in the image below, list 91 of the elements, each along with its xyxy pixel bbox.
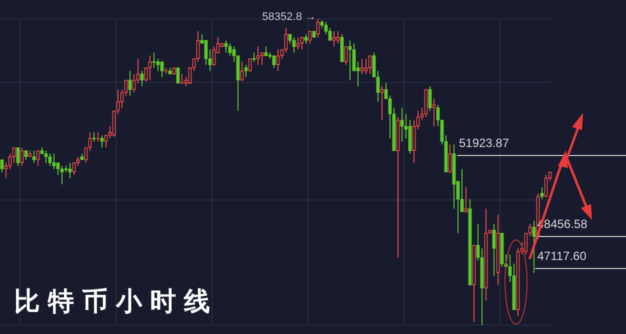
candlestick	[400, 107, 404, 142]
candlestick	[248, 58, 252, 72]
text: 比特币小时线	[14, 286, 218, 319]
annotation: 58352.8 →	[262, 11, 316, 24]
candlestick	[84, 147, 88, 164]
candlestick	[284, 28, 288, 54]
candlestick	[204, 40, 208, 66]
candlestick	[272, 55, 276, 68]
candlestick	[428, 86, 432, 112]
candlestick	[344, 46, 348, 66]
candlestick	[12, 147, 16, 164]
candlestick	[292, 36, 296, 54]
candlestick	[88, 132, 92, 152]
candlestick	[60, 165, 64, 185]
candlestick	[368, 55, 372, 74]
candlestick	[152, 52, 156, 68]
candlestick	[0, 159, 4, 172]
candlestick	[244, 64, 248, 78]
candlestick	[300, 36, 304, 50]
candlestick	[296, 36, 300, 50]
candlestick	[440, 120, 444, 146]
candlestick	[304, 34, 308, 44]
candlestick	[52, 153, 56, 170]
candlestick	[412, 120, 416, 164]
candlestick	[20, 147, 24, 166]
candlestick	[140, 70, 144, 87]
candlestick	[448, 144, 452, 174]
candlestick	[72, 162, 76, 176]
candlestick	[112, 110, 116, 138]
candlestick	[36, 150, 40, 166]
candlestick	[436, 104, 440, 127]
candlestick	[56, 162, 60, 176]
candlestick	[424, 89, 428, 118]
candlestick	[532, 220, 536, 274]
candlestick	[16, 147, 20, 166]
candlestick	[116, 89, 120, 114]
candlestick	[348, 40, 352, 81]
candlestick	[544, 174, 548, 198]
candlestick	[380, 86, 384, 121]
candlestick	[156, 58, 160, 72]
candlestick	[420, 107, 424, 121]
candlestick	[212, 46, 216, 66]
candlestick	[148, 55, 152, 81]
candlestick	[264, 46, 268, 56]
candlestick	[328, 28, 332, 41]
candlestick	[276, 49, 280, 72]
candlestick	[528, 223, 532, 237]
candlestick	[32, 150, 36, 164]
candlestick	[340, 34, 344, 62]
candlestick	[376, 70, 380, 102]
candlestick	[308, 30, 312, 44]
candlestick	[176, 68, 180, 84]
candlestick	[224, 40, 228, 54]
candlestick	[104, 134, 108, 148]
candlestick	[92, 132, 96, 142]
candlestick	[68, 162, 72, 179]
candlestick	[524, 232, 528, 255]
candlestick	[260, 52, 264, 66]
candlestick	[408, 120, 412, 154]
candlestick	[24, 150, 28, 160]
candlestick	[120, 89, 124, 108]
candlestick	[336, 30, 340, 44]
candlestick	[432, 98, 436, 127]
candlestick	[352, 42, 356, 72]
candlestick	[464, 186, 468, 213]
ref-line-label: 51923.87	[458, 136, 510, 150]
candlestick	[476, 223, 480, 262]
candlestick	[460, 168, 464, 212]
candlestick	[96, 132, 100, 142]
candlestick	[372, 52, 376, 78]
candlestick	[316, 18, 320, 38]
candlestick	[44, 150, 48, 164]
ref-line-label: 47117.60	[537, 248, 587, 263]
candlestick	[48, 153, 52, 166]
candlestick	[240, 61, 244, 82]
candlestick	[360, 58, 364, 74]
candlestick	[332, 30, 336, 47]
candlestick	[136, 58, 140, 84]
candlestick	[100, 134, 104, 148]
candlestick	[128, 70, 132, 96]
candlestick	[132, 73, 136, 94]
candlestick	[256, 46, 260, 66]
candlestick	[540, 186, 544, 200]
candlestick	[124, 80, 128, 96]
candlestick	[160, 61, 164, 78]
candlestick	[364, 58, 368, 74]
candlestick	[252, 52, 256, 62]
candlestick	[492, 223, 496, 276]
candlestick	[228, 42, 232, 56]
candlestick	[288, 34, 292, 44]
candlestick	[180, 73, 184, 84]
